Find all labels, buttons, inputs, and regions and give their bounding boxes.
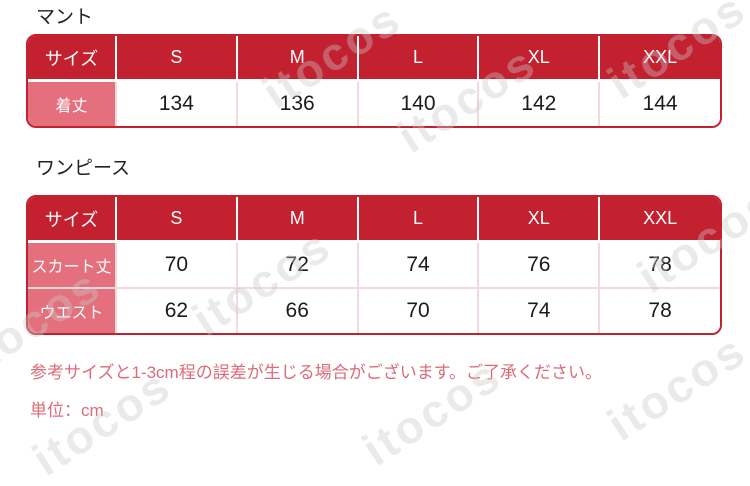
column-header-m: M <box>236 197 359 243</box>
measurement-value: 78 <box>598 287 720 333</box>
column-header-xxl: XXL <box>599 36 720 82</box>
column-header-xl: XL <box>478 197 601 243</box>
table-title-dress: ワンピース <box>36 158 131 179</box>
row-label-skirt-length: スカート丈 <box>28 241 116 288</box>
table-row-skirt-length: スカート丈 70 72 74 76 78 <box>28 241 720 288</box>
measurement-value: 78 <box>598 241 720 288</box>
table-title-cape: マント <box>36 7 94 28</box>
table-row-waist: ウエスト 62 66 70 74 78 <box>28 287 720 333</box>
measurement-value: 136 <box>235 80 358 126</box>
cape-size-table-grid: サイズ S M L XL XXL 着丈 134 136 140 142 144 <box>28 36 720 126</box>
column-header-l: L <box>357 36 480 82</box>
header-row: サイズ S M L XL XXL <box>28 36 720 82</box>
column-header-xxl: XXL <box>599 197 720 243</box>
column-header-s: S <box>116 36 238 82</box>
cape-size-table: サイズ S M L XL XXL 着丈 134 136 140 142 144 <box>26 34 722 128</box>
measurement-value: 66 <box>235 287 358 333</box>
measurement-value: 134 <box>115 80 237 126</box>
measurement-value: 76 <box>477 241 600 288</box>
column-header-size: サイズ <box>28 36 117 82</box>
dress-size-table: サイズ S M L XL XXL スカート丈 70 72 74 76 78 ウエ… <box>26 195 722 335</box>
row-label-body-length: 着丈 <box>28 80 116 126</box>
measurement-value: 74 <box>477 287 600 333</box>
unit-note: 単位：cm <box>30 401 104 420</box>
watermark-text: itocos <box>598 323 750 451</box>
measurement-value: 142 <box>477 80 600 126</box>
column-header-xl: XL <box>478 36 601 82</box>
column-header-size: サイズ <box>28 197 117 243</box>
column-header-s: S <box>116 197 238 243</box>
column-header-m: M <box>236 36 359 82</box>
measurement-value: 144 <box>598 80 720 126</box>
size-tolerance-note: 参考サイズと1-3cm程の誤差が生じる場合がございます。ご了承ください。 <box>30 363 603 382</box>
measurement-value: 70 <box>356 287 479 333</box>
measurement-value: 74 <box>356 241 479 288</box>
row-label-waist: ウエスト <box>28 287 116 333</box>
column-header-l: L <box>357 197 480 243</box>
measurement-value: 62 <box>115 287 237 333</box>
dress-size-table-grid: サイズ S M L XL XXL スカート丈 70 72 74 76 78 ウエ… <box>28 197 720 333</box>
table-row-body-length: 着丈 134 136 140 142 144 <box>28 80 720 126</box>
measurement-value: 140 <box>356 80 479 126</box>
header-row: サイズ S M L XL XXL <box>28 197 720 243</box>
measurement-value: 70 <box>115 241 237 288</box>
measurement-value: 72 <box>235 241 358 288</box>
